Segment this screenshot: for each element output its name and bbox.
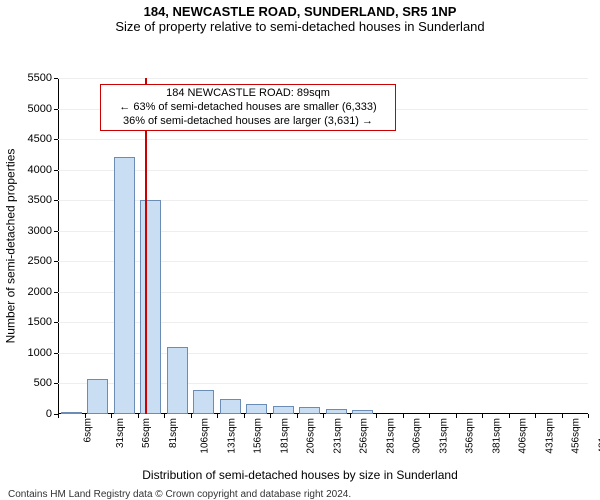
x-tick-label: 231sqm bbox=[332, 418, 343, 454]
x-tick-label: 131sqm bbox=[226, 418, 237, 454]
y-axis-label-text: Number of semi-detached properties bbox=[3, 149, 17, 344]
y-tick-label: 2500 bbox=[28, 255, 58, 267]
copyright-line-1: Contains HM Land Registry data © Crown c… bbox=[8, 488, 592, 500]
histogram-bar bbox=[167, 347, 188, 414]
x-tick-label: 431sqm bbox=[544, 418, 555, 454]
x-tick-label: 331sqm bbox=[438, 418, 449, 454]
x-tick-mark bbox=[350, 414, 351, 418]
histogram-bar bbox=[61, 412, 82, 414]
x-tick-mark bbox=[191, 414, 192, 418]
y-tick-label: 0 bbox=[46, 408, 58, 420]
x-tick-mark bbox=[164, 414, 165, 418]
gridline bbox=[58, 78, 588, 79]
x-tick-label: 156sqm bbox=[253, 418, 264, 454]
gridline bbox=[58, 292, 588, 293]
x-tick-mark bbox=[270, 414, 271, 418]
x-tick-label: 6sqm bbox=[82, 418, 93, 442]
x-tick-label: 456sqm bbox=[571, 418, 582, 454]
histogram-bar bbox=[246, 404, 267, 414]
x-tick-mark bbox=[482, 414, 483, 418]
x-tick-mark bbox=[217, 414, 218, 418]
x-tick-mark bbox=[376, 414, 377, 418]
x-axis-label: Distribution of semi-detached houses by … bbox=[0, 464, 600, 482]
plot-area: 0500100015002000250030003500400045005000… bbox=[58, 78, 588, 414]
histogram-bar bbox=[193, 390, 214, 414]
x-tick-mark bbox=[535, 414, 536, 418]
x-tick-mark bbox=[85, 414, 86, 418]
x-tick-label: 356sqm bbox=[465, 418, 476, 454]
gridline bbox=[58, 200, 588, 201]
y-tick-label: 2000 bbox=[28, 286, 58, 298]
gridline bbox=[58, 383, 588, 384]
y-tick-label: 1000 bbox=[28, 347, 58, 359]
y-tick-label: 4000 bbox=[28, 164, 58, 176]
chart-title-main: 184, NEWCASTLE ROAD, SUNDERLAND, SR5 1NP bbox=[0, 0, 600, 19]
histogram-bar bbox=[299, 407, 320, 414]
x-tick-label: 256sqm bbox=[359, 418, 370, 454]
gridline bbox=[58, 170, 588, 171]
annotation-line-2: 36% of semi-detached houses are larger (… bbox=[105, 115, 391, 129]
copyright-block: Contains HM Land Registry data © Crown c… bbox=[0, 482, 600, 500]
y-axis-label: Number of semi-detached properties bbox=[2, 78, 18, 414]
annotation-line-0: 184 NEWCASTLE ROAD: 89sqm bbox=[105, 87, 391, 101]
gridline bbox=[58, 261, 588, 262]
x-tick-mark bbox=[297, 414, 298, 418]
chart-title-sub: Size of property relative to semi-detach… bbox=[0, 19, 600, 36]
y-tick-label: 3500 bbox=[28, 194, 58, 206]
histogram-bar bbox=[87, 379, 108, 414]
histogram-bar bbox=[114, 157, 135, 414]
y-tick-label: 5500 bbox=[28, 72, 58, 84]
x-tick-mark bbox=[588, 414, 589, 418]
x-tick-mark bbox=[58, 414, 59, 418]
x-tick-label: 206sqm bbox=[306, 418, 317, 454]
x-tick-label: 306sqm bbox=[412, 418, 423, 454]
x-tick-mark bbox=[244, 414, 245, 418]
gridline bbox=[58, 139, 588, 140]
y-tick-label: 4500 bbox=[28, 133, 58, 145]
gridline bbox=[58, 353, 588, 354]
x-tick-label: 406sqm bbox=[518, 418, 529, 454]
y-tick-label: 5000 bbox=[28, 103, 58, 115]
y-tick-label: 3000 bbox=[28, 225, 58, 237]
annotation-line-1: ← 63% of semi-detached houses are smalle… bbox=[105, 101, 391, 115]
x-tick-label: 381sqm bbox=[491, 418, 502, 454]
plot-wrap: Number of semi-detached properties 05001… bbox=[0, 36, 600, 464]
histogram-bar bbox=[273, 406, 294, 414]
x-tick-mark bbox=[456, 414, 457, 418]
x-tick-label: 31sqm bbox=[115, 418, 126, 448]
histogram-bar bbox=[220, 399, 241, 414]
x-tick-mark bbox=[562, 414, 563, 418]
x-tick-label: 181sqm bbox=[279, 418, 290, 454]
annotation-box: 184 NEWCASTLE ROAD: 89sqm← 63% of semi-d… bbox=[100, 84, 396, 131]
y-tick-label: 1500 bbox=[28, 316, 58, 328]
x-tick-mark bbox=[429, 414, 430, 418]
x-tick-label: 106sqm bbox=[200, 418, 211, 454]
histogram-bar bbox=[326, 409, 347, 414]
x-tick-label: 56sqm bbox=[141, 418, 152, 448]
gridline bbox=[58, 231, 588, 232]
x-tick-label: 81sqm bbox=[168, 418, 179, 448]
x-tick-label: 281sqm bbox=[385, 418, 396, 454]
histogram-bar bbox=[352, 410, 373, 414]
gridline bbox=[58, 322, 588, 323]
y-tick-label: 500 bbox=[34, 377, 58, 389]
x-tick-mark bbox=[403, 414, 404, 418]
x-tick-mark bbox=[323, 414, 324, 418]
x-tick-mark bbox=[111, 414, 112, 418]
histogram-bar bbox=[140, 200, 161, 414]
x-tick-mark bbox=[509, 414, 510, 418]
x-tick-mark bbox=[138, 414, 139, 418]
